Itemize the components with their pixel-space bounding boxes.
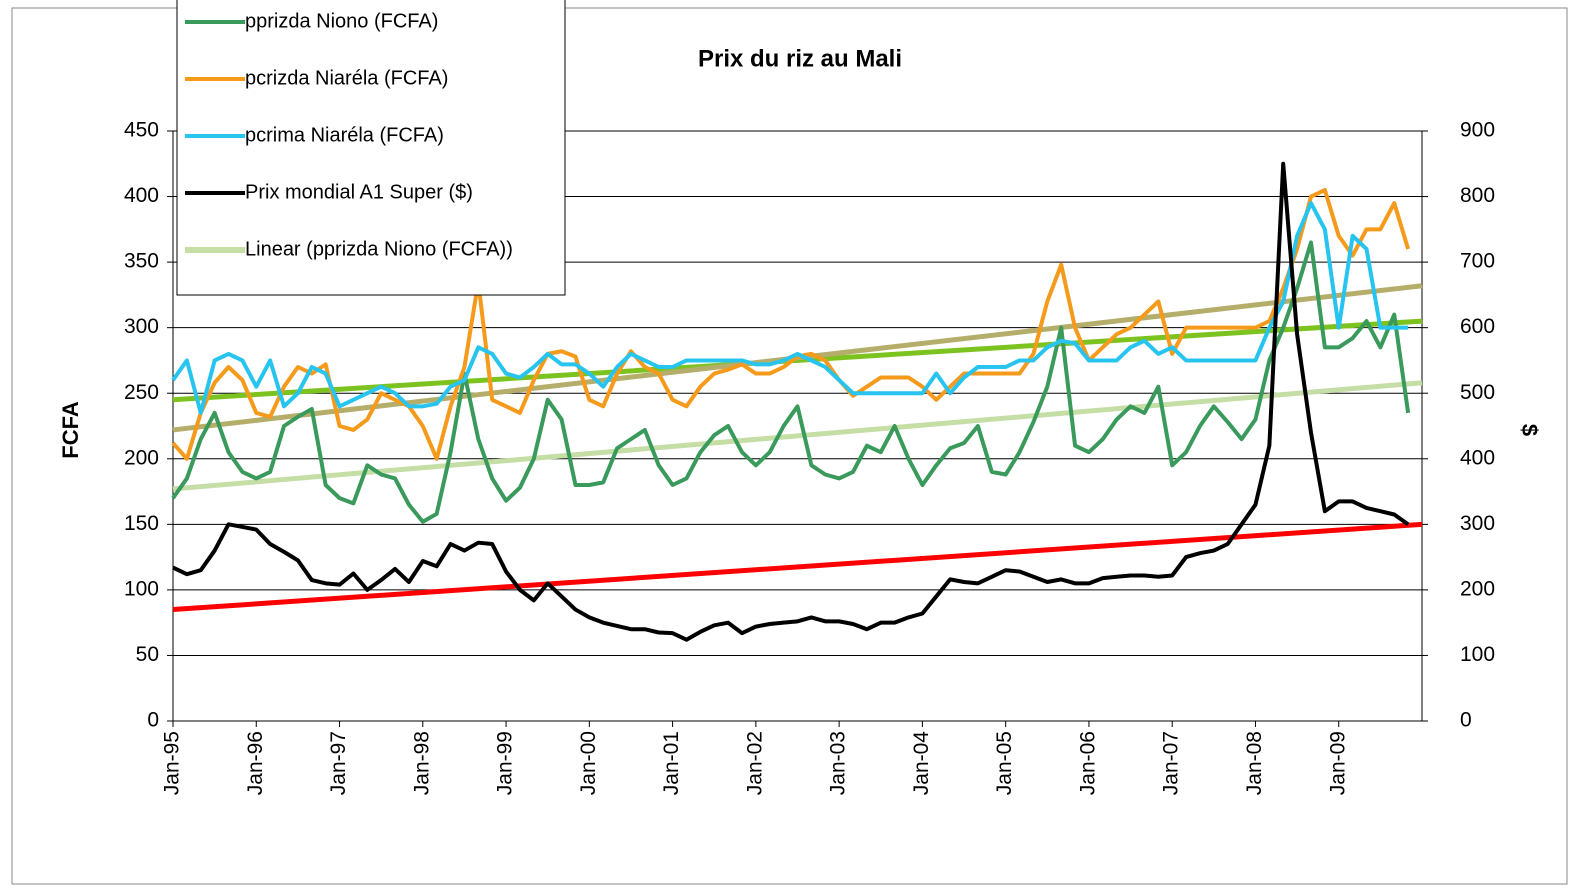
series-line (171, 240, 1411, 524)
x-tick-label: Jan-06 (1076, 731, 1099, 795)
y-tick-label: 200 (124, 446, 159, 469)
trendline (172, 380, 1423, 492)
y2-axis-label: $ (1517, 424, 1542, 436)
x-tick-label: Jan-97 (327, 731, 350, 795)
x-tick-label: Jan-99 (494, 731, 517, 795)
y-tick-label: 100 (124, 577, 159, 600)
y-tick-label: 300 (124, 315, 159, 338)
legend-box (176, 0, 566, 296)
x-tick-label: Jan-01 (660, 731, 683, 795)
y2-tick-label: 500 (1460, 381, 1495, 404)
y2-tick-label: 800 (1460, 184, 1495, 207)
y-tick-label: 250 (124, 381, 159, 404)
x-tick-label: Jan-07 (1160, 731, 1183, 795)
y2-tick-label: 400 (1460, 446, 1495, 469)
y-tick-label: 0 (147, 709, 159, 732)
series-line (171, 201, 1409, 415)
x-tick-label: Jan-00 (577, 731, 600, 795)
legend-label: Linear (pprizda Niono (FCFA)) (245, 238, 513, 260)
y2-tick-label: 200 (1460, 577, 1495, 600)
legend-label: pcrizda Niaréla (FCFA) (245, 67, 448, 89)
y2-tick-label: 600 (1460, 315, 1495, 338)
x-tick-label: Jan-02 (743, 731, 766, 795)
chart-title: Prix du riz au Mali (698, 45, 902, 72)
legend-label: pcrima Niaréla (FCFA) (245, 124, 444, 146)
legend-label: pprizda Niono (FCFA) (245, 10, 438, 32)
y2-tick-label: 0 (1460, 709, 1472, 732)
y-tick-label: 150 (124, 512, 159, 535)
y2-tick-label: 300 (1460, 512, 1495, 535)
x-tick-label: Jan-05 (993, 731, 1016, 795)
legend-label: Prix mondial A1 Super ($) (245, 181, 473, 203)
y2-tick-label: 700 (1460, 250, 1495, 273)
y-tick-label: 50 (136, 643, 159, 666)
x-tick-label: Jan-09 (1326, 731, 1349, 795)
x-tick-label: Jan-04 (910, 731, 933, 796)
series-line (172, 161, 1410, 642)
y-tick-label: 400 (124, 184, 159, 207)
x-tick-label: Jan-95 (161, 731, 184, 795)
y2-tick-label: 100 (1460, 643, 1495, 666)
x-tick-label: Jan-96 (244, 731, 267, 795)
series-line (171, 188, 1411, 461)
y2-tick-label: 900 (1460, 119, 1495, 142)
y-tick-label: 350 (124, 250, 159, 273)
trendline (172, 521, 1423, 613)
x-tick-label: Jan-08 (1243, 731, 1266, 795)
x-tick-label: Jan-03 (827, 731, 850, 795)
y-tick-label: 450 (124, 119, 159, 142)
y-axis-label: FCFA (58, 401, 83, 459)
legend: pprizda Niono (FCFA) pcrizda Niaréla (FCF… (176, 0, 566, 296)
x-tick-label: Jan-98 (410, 731, 433, 795)
